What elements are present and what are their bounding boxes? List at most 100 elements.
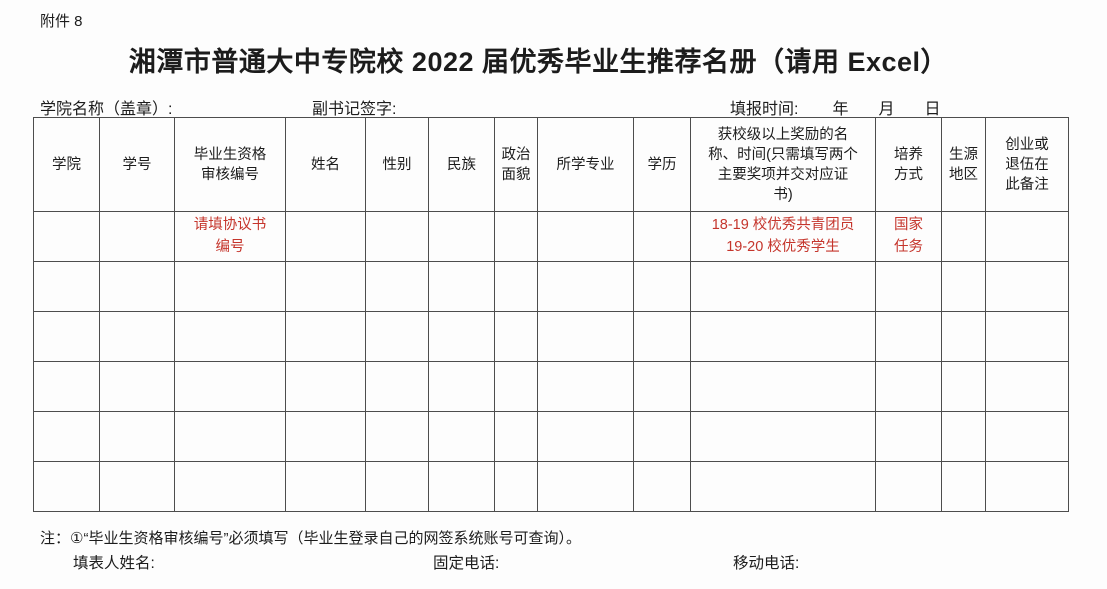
- column-header-3: 姓名: [285, 117, 366, 212]
- table-cell: [494, 411, 538, 462]
- table-cell: [365, 261, 429, 312]
- table-cell: [633, 261, 691, 312]
- note-text: 注：①“毕业生资格审核编号”必须填写（毕业生登录自己的网签系统账号可查询）。: [40, 530, 581, 547]
- column-header-8: 学历: [633, 117, 691, 212]
- table-row-5: [33, 461, 1069, 512]
- table-cell: [690, 261, 876, 312]
- table-cell: [537, 311, 634, 362]
- column-header-4: 性别: [365, 117, 429, 212]
- table-cell: [174, 461, 286, 512]
- column-header-10: 培养 方式: [875, 117, 942, 212]
- table-cell: [174, 411, 286, 462]
- table-cell: [875, 461, 942, 512]
- table-cell: [428, 211, 495, 262]
- table-cell: [633, 361, 691, 412]
- roster-table: 学院 学号 毕业生资格 审核编号 姓名 性别 民族 政治 面貌 所学专业 学历 获校级以上奖励的名…: [33, 117, 1069, 512]
- table-cell: [985, 361, 1069, 412]
- column-header-5: 民族: [428, 117, 495, 212]
- table-cell: [33, 211, 100, 262]
- info-line: 学院名称（盖章）: 副书记签字: 填报时间: 年 月 日: [33, 95, 1073, 118]
- table-cell: [99, 361, 175, 412]
- column-header-2: 毕业生资格 审核编号: [174, 117, 286, 212]
- table-cell: [875, 311, 942, 362]
- table-cell: [537, 361, 634, 412]
- table-cell: [285, 261, 366, 312]
- table-cell: [428, 361, 495, 412]
- table-cell: [99, 261, 175, 312]
- table-cell: 请填协议书 编号: [174, 211, 286, 262]
- table-cell: [941, 211, 986, 262]
- column-header-11: 生源 地区: [941, 117, 986, 212]
- table-cell: [428, 461, 495, 512]
- table-cell: [365, 411, 429, 462]
- table-cell: [941, 361, 986, 412]
- table-cell: [428, 311, 495, 362]
- table-cell: [985, 411, 1069, 462]
- table-cell: [285, 411, 366, 462]
- table-cell: [633, 311, 691, 362]
- table-cell: [537, 411, 634, 462]
- table-cell: [985, 261, 1069, 312]
- column-header-7: 所学专业: [537, 117, 634, 212]
- table-cell: [537, 211, 634, 262]
- footer-line: 填表人姓名: 固定电话: 移动电话:: [33, 551, 1073, 572]
- table-cell: [428, 411, 495, 462]
- table-cell: [941, 261, 986, 312]
- table-cell: [174, 361, 286, 412]
- landline-phone-label: 固定电话:: [433, 555, 500, 572]
- table-cell: [285, 311, 366, 362]
- table-cell: [875, 411, 942, 462]
- attachment-label: 附件 8: [40, 13, 83, 30]
- table-cell: [690, 361, 876, 412]
- table-cell: [33, 361, 100, 412]
- table-cell: [494, 361, 538, 412]
- table-cell: [690, 461, 876, 512]
- table-cell: [494, 461, 538, 512]
- column-header-12: 创业或 退伍在 此备注: [985, 117, 1069, 212]
- table-cell: [494, 311, 538, 362]
- table-cell: [99, 311, 175, 362]
- month-label: 月: [878, 101, 895, 118]
- column-header-6: 政治 面貌: [494, 117, 538, 212]
- table-cell: [99, 461, 175, 512]
- table-cell: [174, 311, 286, 362]
- table-cell: [690, 311, 876, 362]
- table-cell: [33, 461, 100, 512]
- table-row-3: [33, 361, 1069, 412]
- year-label: 年: [832, 101, 849, 118]
- table-cell: [33, 261, 100, 312]
- table-cell: [365, 211, 429, 262]
- column-header-9: 获校级以上奖励的名 称、时间(只需填写两个 主要奖项并交对应证 书): [690, 117, 876, 212]
- table-cell: 18-19 校优秀共青团员 19-20 校优秀学生: [690, 211, 876, 262]
- table-cell: [875, 261, 942, 312]
- table-cell: [941, 311, 986, 362]
- table-row-2: [33, 311, 1069, 362]
- table-header-row: 学院 学号 毕业生资格 审核编号 姓名 性别 民族 政治 面貌 所学专业 学历 获校级以上奖励的名…: [33, 117, 1069, 212]
- table-cell: [985, 211, 1069, 262]
- table-cell: [285, 461, 366, 512]
- table-cell: [985, 311, 1069, 362]
- table-row-0: 请填协议书 编号 18-19 校优秀共青团员 19-20 校优秀学生 国家 任务: [33, 211, 1069, 262]
- table-cell: [99, 411, 175, 462]
- table-cell: [875, 361, 942, 412]
- table-cell: [285, 361, 366, 412]
- fill-time-label: 填报时间:: [730, 101, 799, 118]
- college-name-label: 学院名称（盖章）:: [40, 101, 173, 118]
- fill-time-group: 填报时间: 年 月 日: [730, 95, 941, 119]
- mobile-phone-label: 移动电话:: [733, 555, 800, 572]
- column-header-0: 学院: [33, 117, 100, 212]
- table-body: 请填协议书 编号 18-19 校优秀共青团员 19-20 校优秀学生 国家 任务: [33, 211, 1069, 512]
- table-cell: [174, 261, 286, 312]
- day-label: 日: [924, 101, 941, 118]
- column-header-1: 学号: [99, 117, 175, 212]
- table-cell: [365, 311, 429, 362]
- table-cell: [633, 411, 691, 462]
- table-cell: [633, 461, 691, 512]
- table-cell: [494, 211, 538, 262]
- table-cell: 国家 任务: [875, 211, 942, 262]
- table-cell: [985, 461, 1069, 512]
- table-cell: [365, 461, 429, 512]
- table-cell: [537, 261, 634, 312]
- page-title: 湘潭市普通大中专院校 2022 届优秀毕业生推荐名册（请用 Excel）: [128, 47, 949, 77]
